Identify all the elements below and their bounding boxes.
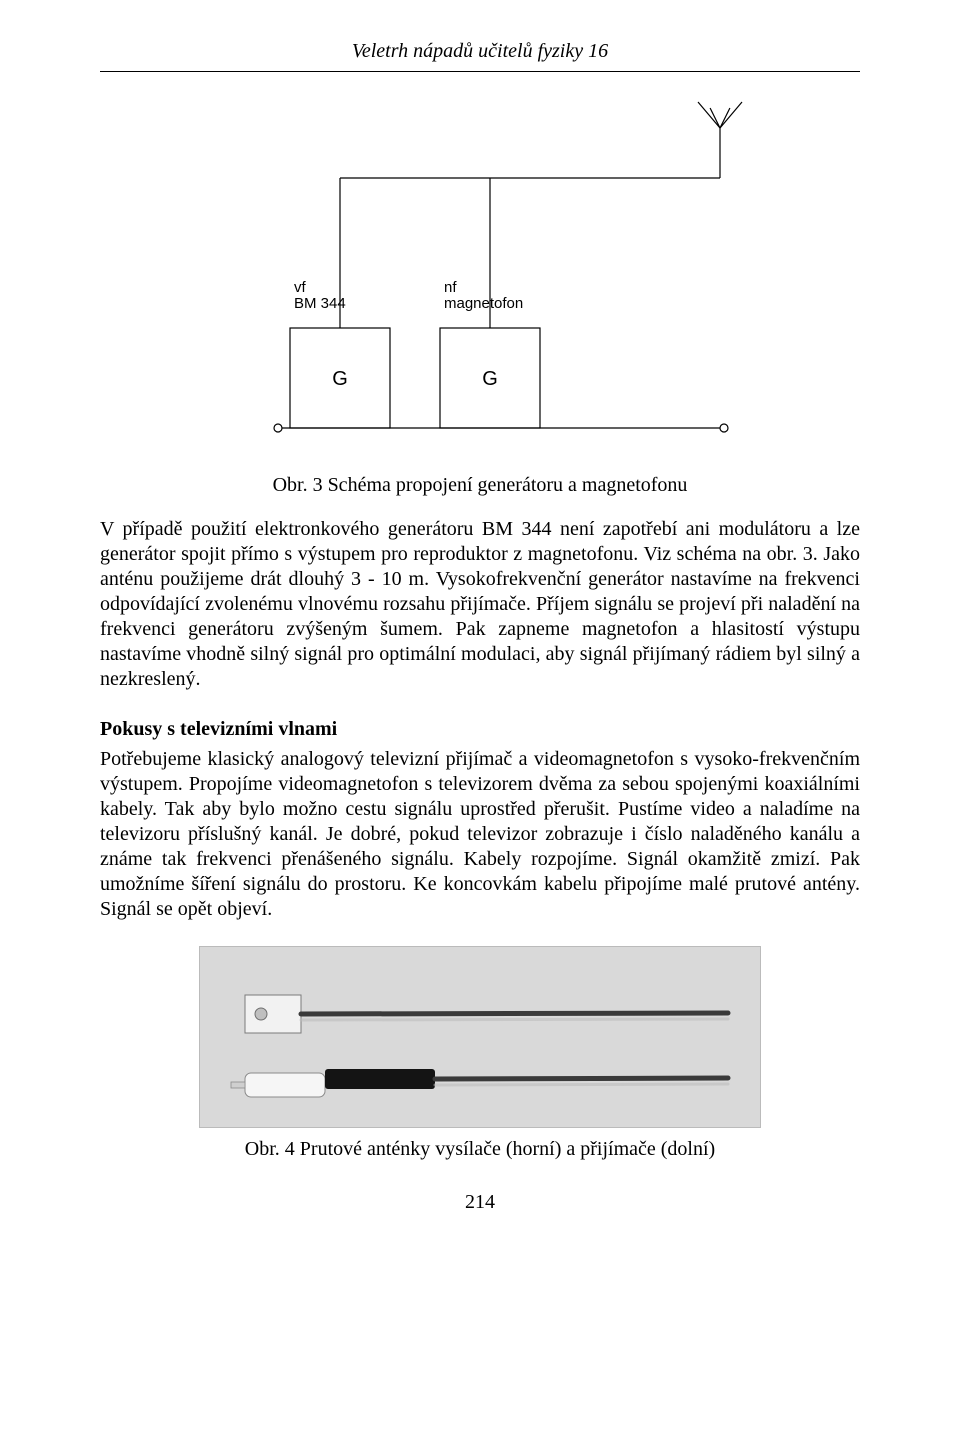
figure3-caption: Obr. 3 Schéma propojení generátoru a mag… bbox=[100, 474, 860, 497]
head-rule bbox=[100, 71, 860, 72]
schematic-svg: GvfBM 344 Gnfmagnetofon bbox=[200, 98, 760, 458]
section-title: Pokusy s televizními vlnami bbox=[100, 718, 860, 741]
schematic-figure: GvfBM 344 Gnfmagnetofon bbox=[100, 98, 860, 458]
svg-text:nf: nf bbox=[444, 279, 457, 296]
page: Veletrh nápadů učitelů fyziky 16 GvfBM 3… bbox=[0, 0, 960, 1254]
running-head: Veletrh nápadů učitelů fyziky 16 bbox=[100, 40, 860, 63]
svg-text:magnetofon: magnetofon bbox=[444, 295, 523, 312]
photo-figure bbox=[100, 946, 860, 1128]
svg-text:vf: vf bbox=[294, 279, 307, 296]
svg-text:BM 344: BM 344 bbox=[294, 295, 346, 312]
figure4-caption: Obr. 4 Prutové anténky vysílače (horní) … bbox=[100, 1138, 860, 1161]
page-number: 214 bbox=[100, 1191, 860, 1214]
paragraph-1: V případě použití elektronkového generát… bbox=[100, 517, 860, 692]
svg-text:G: G bbox=[332, 368, 348, 390]
paragraph-2: Potřebujeme klasický analogový televizní… bbox=[100, 747, 860, 922]
svg-text:G: G bbox=[482, 368, 498, 390]
photo-svg bbox=[199, 946, 761, 1128]
